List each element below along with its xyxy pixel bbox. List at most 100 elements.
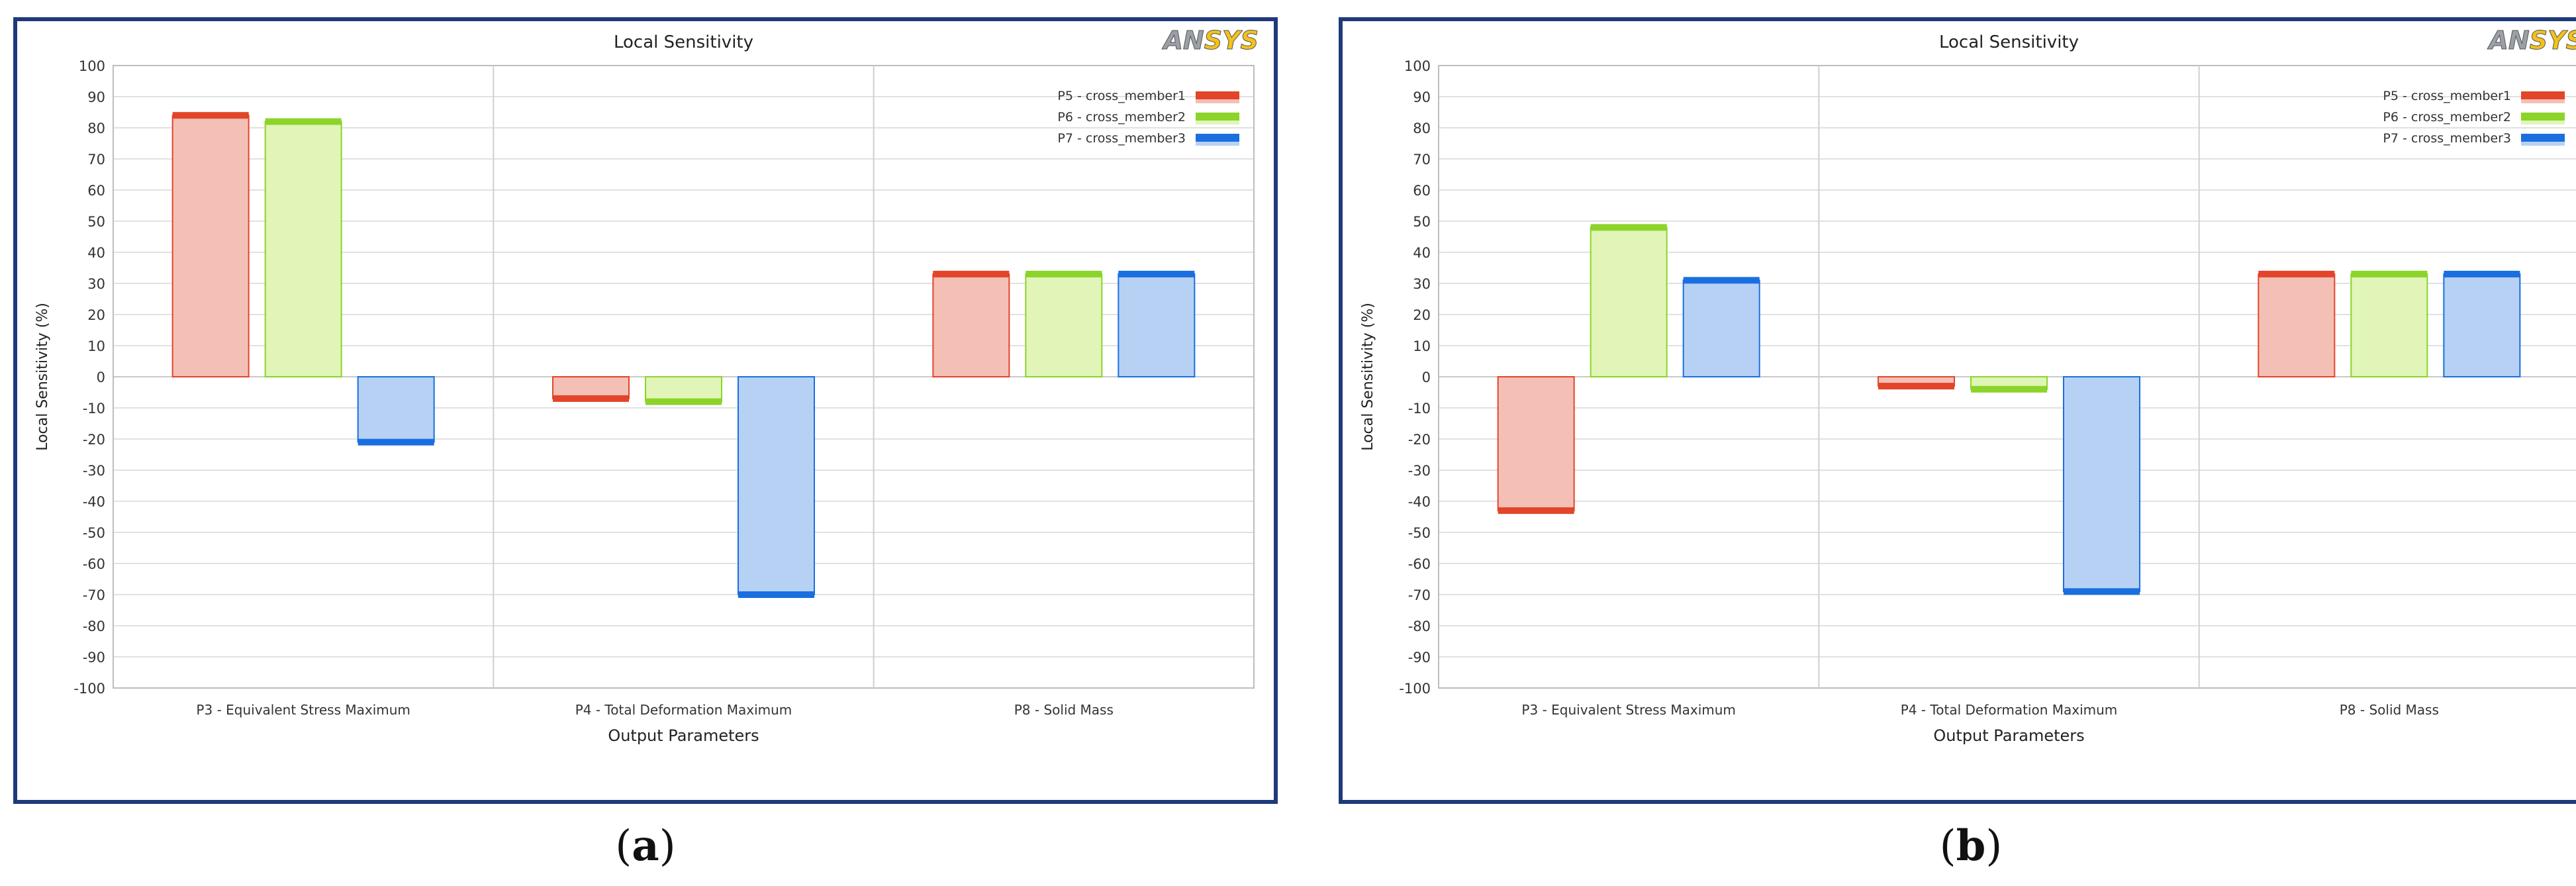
c1-y-tick-label: 90: [1413, 89, 1431, 105]
c0-legend-label-3: P7 - cross_member3: [1057, 131, 1186, 146]
c0-legend-label-1: P5 - cross_member1: [1057, 89, 1186, 103]
c1-y-tick-label: 70: [1413, 152, 1431, 168]
caption-letter-b: b: [1956, 821, 1986, 871]
chart-svg-a: Local Sensitivity ANSYS -100 -90 -80 -70 -60 -5…: [34, 26, 1259, 746]
c0-bar-cap-2-2: [645, 398, 722, 405]
c0-y-tick-label: 20: [87, 307, 105, 323]
c0-bar-cap-3-1: [358, 438, 434, 446]
c1-y-axis-label: Local Sensitivity (%): [1360, 303, 1376, 451]
c1-bar-2-1: [1590, 226, 1668, 377]
c1-legend-label-3: P7 - cross_member3: [2383, 131, 2511, 146]
c0-bar-3-2: [738, 376, 815, 595]
caption-a: (a): [615, 821, 676, 871]
c1-legend-swatch-2: [2521, 113, 2565, 121]
c1-legend-label-2: P6 - cross_member2: [2383, 110, 2511, 124]
c1-bar-cap-2-3: [2351, 270, 2428, 277]
c0-bar-2-2: [645, 376, 722, 403]
c0-bar-cap-1-1: [172, 112, 249, 119]
c0-legend-swatch-fill-3: [1196, 142, 1239, 146]
c1-bar-cap-2-2: [1971, 385, 2047, 393]
c1-y-tick-label: 0: [1422, 369, 1431, 385]
c0-y-tick-label: -10: [83, 401, 105, 417]
c0-y-tick-label: 60: [87, 183, 105, 199]
c0-y-tick-label: -20: [83, 432, 105, 448]
c0-y-tick-label: 90: [87, 89, 105, 105]
c1-y-tick-label: 50: [1413, 214, 1431, 230]
c0-bar-1-2: [552, 376, 630, 399]
c0-chart-title: Local Sensitivity: [614, 32, 753, 52]
c1-legend-swatch-1: [2521, 91, 2565, 99]
c0-y-tick-label: 10: [87, 338, 105, 354]
c1-y-tick-label: -90: [1408, 650, 1431, 665]
c1-legend-swatch-fill-2: [2521, 121, 2565, 124]
c0-bar-3-1: [357, 376, 435, 443]
c1-category-label: P4 - Total Deformation Maximum: [1901, 702, 2118, 718]
c1-plot-area: [1438, 65, 2576, 689]
c1-y-tick-label: 30: [1413, 276, 1431, 292]
c1-y-tick-label: -100: [1399, 681, 1431, 697]
c0-y-tick-label: 50: [87, 214, 105, 230]
chart-panel-a: Local Sensitivity ANSYS -100 -90 -80 -70 -60 -5…: [13, 17, 1278, 804]
c1-bar-1-3: [2258, 273, 2336, 377]
c1-y-tick-label: -70: [1408, 587, 1431, 603]
c0-plot-area: [113, 65, 1255, 689]
c0-y-tick-label: -60: [83, 556, 105, 572]
c0-bar-cap-1-3: [933, 270, 1010, 277]
c0-y-tick-label: 100: [79, 58, 105, 74]
c0-bar-1-1: [171, 115, 250, 377]
c0-bar-1-3: [932, 273, 1010, 377]
c0-bar-cap-1-2: [553, 395, 629, 402]
c0-y-tick-label: -100: [73, 681, 105, 697]
c1-legend-swatch-3: [2521, 134, 2565, 142]
c0-y-tick-label: 40: [87, 245, 105, 261]
c0-category-label: P3 - Equivalent Stress Maximum: [196, 702, 410, 718]
c1-y-tick-label: 100: [1404, 58, 1431, 74]
c1-y-tick-label: -60: [1408, 556, 1431, 572]
c1-y-tick-label: 10: [1413, 338, 1431, 354]
c1-bar-cap-3-3: [2444, 270, 2520, 277]
c1-legend-swatch-fill-3: [2521, 142, 2565, 146]
c0-legend-swatch-3: [1196, 134, 1239, 142]
c1-bar-3-3: [2443, 273, 2521, 377]
c1-y-tick-label: 80: [1413, 121, 1431, 136]
c0-category-label: P8 - Solid Mass: [1014, 702, 1114, 718]
c0-bar-2-1: [264, 121, 342, 377]
c0-y-tick-label: -80: [83, 618, 105, 634]
caption-b: (b): [1939, 821, 2003, 871]
c1-ansys-logo: ANSYS: [2487, 26, 2576, 55]
c1-y-tick-label: -30: [1408, 463, 1431, 479]
c0-y-tick-label: 80: [87, 121, 105, 136]
c0-ansys-logo: ANSYS: [1162, 26, 1259, 55]
c0-y-tick-label: -70: [83, 587, 105, 603]
c1-bar-3-2: [2063, 376, 2140, 593]
c0-legend-label-2: P6 - cross_member2: [1057, 110, 1186, 124]
c0-y-tick-label: -40: [83, 494, 105, 510]
c1-category-label: P3 - Equivalent Stress Maximum: [1521, 702, 1735, 718]
c0-bar-cap-3-3: [1118, 270, 1195, 277]
c1-bar-3-1: [1682, 279, 1760, 377]
c0-legend-swatch-fill-2: [1196, 121, 1239, 124]
c1-legend-swatch-fill-1: [2521, 99, 2565, 103]
c0-bar-cap-2-1: [265, 118, 342, 125]
c0-bar-cap-3-2: [738, 591, 814, 598]
caption-letter-a: a: [632, 821, 659, 871]
c1-y-tick-label: 20: [1413, 307, 1431, 323]
chart-panel-b: Local SensitivityANSYS-100-90-80-70-60-5…: [1339, 17, 2576, 804]
c0-y-tick-label: -90: [83, 650, 105, 665]
c1-bar-cap-1-1: [1498, 507, 1574, 515]
c1-x-axis-label: Output Parameters: [1933, 726, 2084, 745]
c0-bar-2-3: [1025, 273, 1103, 377]
c0-y-tick-label: -30: [83, 463, 105, 479]
c0-category-label: P4 - Total Deformation Maximum: [575, 702, 792, 718]
c1-y-tick-label: 60: [1413, 183, 1431, 199]
c1-bar-cap-1-2: [1878, 383, 1954, 390]
c1-chart-title: Local Sensitivity: [1939, 32, 2079, 52]
c0-y-tick-label: -50: [83, 525, 105, 541]
c0-y-tick-label: 30: [87, 276, 105, 292]
c1-bar-2-3: [2350, 273, 2428, 377]
chart-svg-b: Local SensitivityANSYS-100-90-80-70-60-5…: [1360, 26, 2576, 745]
c1-y-tick-label: -10: [1408, 401, 1431, 417]
c1-bar-cap-1-3: [2258, 270, 2335, 277]
c1-category-label: P8 - Solid Mass: [2340, 702, 2439, 718]
c1-y-tick-label: -80: [1408, 618, 1431, 634]
